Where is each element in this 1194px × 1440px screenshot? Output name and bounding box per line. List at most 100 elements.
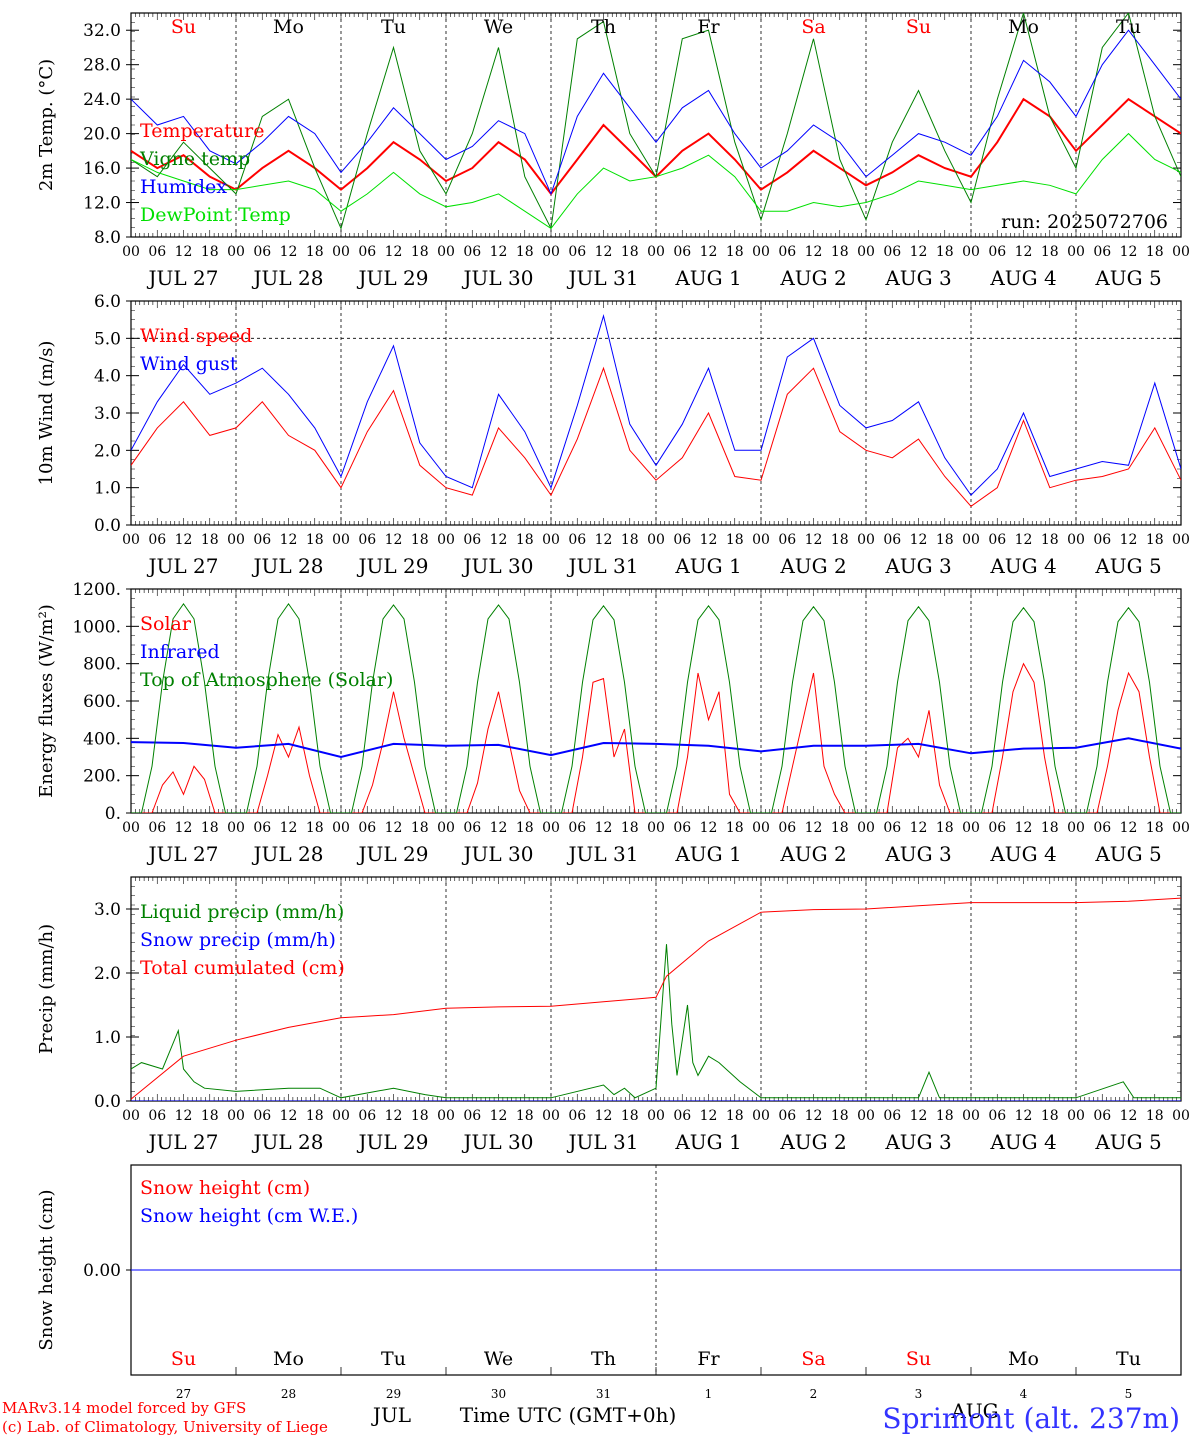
- hour-tick-label: 06: [253, 820, 271, 836]
- hour-tick-label: 00: [857, 532, 875, 548]
- hour-tick-label: 00: [752, 820, 770, 836]
- hour-tick-label: 18: [306, 820, 324, 836]
- hour-tick-label: 00: [1067, 1108, 1085, 1124]
- date-label: JUL 28: [252, 266, 324, 290]
- series-infrared: [131, 737, 1181, 759]
- hour-tick-label: 18: [726, 820, 744, 836]
- legend-entry: Total cumulated (cm): [140, 957, 345, 979]
- series-humidex: [131, 29, 1181, 196]
- weekday-label: Su: [906, 1348, 931, 1370]
- legend-entry: Snow precip (mm/h): [140, 929, 336, 951]
- hour-tick-label: 12: [700, 820, 718, 836]
- legend-entry: Top of Atmosphere (Solar): [140, 669, 393, 691]
- hour-tick-label: 12: [490, 820, 508, 836]
- date-label: JUL 30: [462, 554, 534, 578]
- weekday-label: Th: [591, 1348, 616, 1370]
- y-axis-label: Precip (mm/h): [36, 924, 57, 1054]
- day-number-label: 5: [1125, 1387, 1133, 1401]
- hour-tick-label: 00: [542, 1108, 560, 1124]
- legend-entry: Vigne temp: [139, 148, 250, 170]
- hour-tick-label: 06: [778, 244, 796, 260]
- day-number-label: 31: [596, 1387, 611, 1401]
- y-axis-label: 2m Temp. (°C): [36, 59, 57, 191]
- hour-tick-label: 00: [962, 532, 980, 548]
- series-dewpoint-temp: [131, 132, 1181, 230]
- hour-tick-label: 12: [280, 1108, 298, 1124]
- date-label: AUG 5: [1094, 842, 1161, 866]
- hour-tick-label: 12: [700, 244, 718, 260]
- hour-tick-label: 12: [490, 1108, 508, 1124]
- hour-tick-label: 00: [962, 1108, 980, 1124]
- date-label: AUG 4: [989, 1130, 1056, 1154]
- y-tick-label: 2.0: [94, 964, 121, 984]
- hour-tick-label: 18: [306, 532, 324, 548]
- hour-tick-label: 06: [148, 532, 166, 548]
- date-label: AUG 2: [779, 266, 846, 290]
- hour-tick-label: 00: [857, 1108, 875, 1124]
- y-tick-label: 3.0: [94, 900, 121, 920]
- hour-tick-label: 06: [673, 820, 691, 836]
- y-tick-label: 0.0: [94, 516, 121, 536]
- y-tick-label: 1200.: [72, 580, 121, 600]
- hour-tick-label: 12: [385, 244, 403, 260]
- y-tick-label: 1.0: [94, 1028, 121, 1048]
- hour-tick-label: 12: [1015, 1108, 1033, 1124]
- hour-tick-label: 00: [1172, 244, 1190, 260]
- legend-entry: Solar: [140, 613, 192, 635]
- date-label: AUG 3: [884, 266, 951, 290]
- hour-tick-label: 06: [673, 244, 691, 260]
- hour-tick-label: 18: [201, 532, 219, 548]
- hour-tick-label: 06: [1093, 1108, 1111, 1124]
- y-tick-label: 0.00: [83, 1261, 121, 1281]
- weekday-label: Mo: [1008, 1348, 1039, 1370]
- hour-tick-label: 06: [988, 820, 1006, 836]
- hour-tick-label: 12: [910, 532, 928, 548]
- date-label: AUG 5: [1094, 1130, 1161, 1154]
- hour-tick-label: 12: [385, 532, 403, 548]
- hour-tick-label: 06: [778, 820, 796, 836]
- panel-3: 0. 200. 400. 600. 800. 1000. 1200. Energy fluxe…: [36, 580, 1190, 866]
- hour-tick-label: 18: [726, 1108, 744, 1124]
- weekday-label: Sa: [801, 1348, 825, 1370]
- date-label: AUG 3: [884, 554, 951, 578]
- hour-tick-label: 06: [358, 532, 376, 548]
- hour-tick-label: 18: [516, 820, 534, 836]
- weekday-label: We: [484, 16, 513, 38]
- hour-tick-label: 06: [988, 1108, 1006, 1124]
- hour-tick-label: 06: [568, 532, 586, 548]
- hour-tick-label: 06: [358, 1108, 376, 1124]
- hour-tick-label: 12: [175, 1108, 193, 1124]
- hour-tick-label: 18: [621, 532, 639, 548]
- hour-tick-label: 06: [568, 1108, 586, 1124]
- date-label: AUG 4: [989, 554, 1056, 578]
- hour-tick-label: 18: [516, 1108, 534, 1124]
- hour-tick-label: 12: [805, 820, 823, 836]
- hour-tick-label: 06: [253, 532, 271, 548]
- date-label: JUL 29: [357, 842, 429, 866]
- panel-2: 0.0 1.0 2.0 3.0 4.0 5.0 6.0 10m Wind (m/s) Wind …: [36, 292, 1190, 578]
- date-label: JUL 29: [357, 266, 429, 290]
- hour-tick-label: 00: [1172, 820, 1190, 836]
- date-label: AUG 1: [674, 842, 741, 866]
- hour-tick-label: 00: [227, 1108, 245, 1124]
- hour-tick-label: 00: [962, 244, 980, 260]
- hour-tick-label: 12: [280, 532, 298, 548]
- hour-tick-label: 12: [1015, 244, 1033, 260]
- date-label: AUG 4: [989, 266, 1056, 290]
- weekday-label: Tu: [381, 16, 406, 38]
- y-tick-label: 6.0: [94, 292, 121, 312]
- hour-tick-label: 00: [437, 820, 455, 836]
- hour-tick-label: 06: [253, 244, 271, 260]
- hour-tick-label: 06: [673, 532, 691, 548]
- y-tick-label: 400.: [83, 729, 121, 749]
- hour-tick-label: 12: [700, 532, 718, 548]
- hour-tick-label: 12: [1120, 244, 1138, 260]
- hour-tick-label: 00: [647, 1108, 665, 1124]
- day-number-label: 2: [810, 1387, 818, 1401]
- y-axis-label: 10m Wind (m/s): [36, 341, 57, 486]
- weekday-label: We: [484, 1348, 513, 1370]
- hour-tick-label: 18: [1146, 1108, 1164, 1124]
- panel-1: 8.0 12.0 16.0 20.0 24.0 28.0 32.0 2m Temp. (°C)…: [36, 12, 1190, 290]
- date-label: AUG 3: [884, 1130, 951, 1154]
- hour-tick-label: 06: [988, 532, 1006, 548]
